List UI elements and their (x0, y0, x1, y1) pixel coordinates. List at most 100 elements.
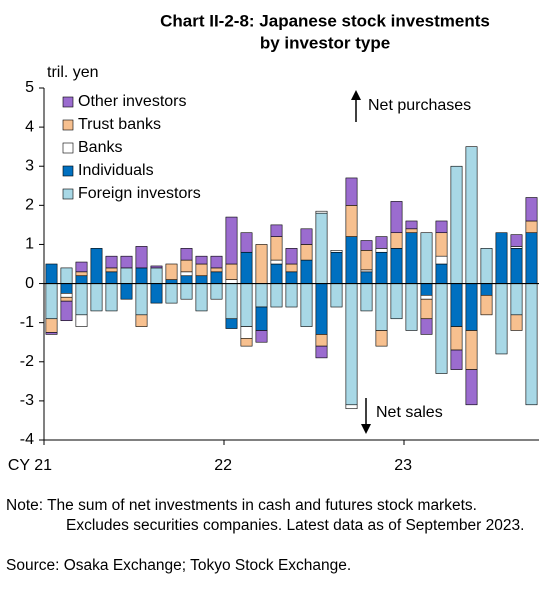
bar-segment (405, 283, 418, 331)
bar-segment (240, 251, 253, 284)
bar-segment (60, 267, 73, 284)
bar-segment (480, 283, 493, 296)
bar-segment (330, 251, 343, 284)
bar-segment (210, 267, 223, 273)
legend-swatch (62, 142, 74, 154)
bar-segment (390, 201, 403, 234)
bar-segment (360, 240, 373, 251)
bar-segment (120, 267, 133, 284)
bar-segment (105, 267, 118, 273)
bar-segment (270, 236, 283, 261)
legend-label: Trust banks (78, 116, 161, 133)
bar-segment (45, 332, 58, 335)
legend-swatch (62, 165, 74, 177)
bar-segment (45, 318, 58, 333)
y-tick-label: 2 (25, 197, 34, 214)
bar-segment (75, 283, 88, 316)
legend-label: Individuals (78, 162, 154, 179)
bar-segment (225, 283, 238, 320)
y-tick-label: 1 (25, 236, 34, 253)
bar-segment (465, 369, 478, 406)
bar-segment (525, 232, 538, 284)
bar-segment (300, 244, 313, 261)
bar-segment (120, 255, 133, 269)
bar-segment (435, 255, 448, 265)
y-tick-label: -3 (20, 392, 34, 409)
x-tick-label: 23 (394, 457, 412, 474)
bar-segment (150, 283, 163, 304)
bar-segment (240, 326, 253, 339)
bar-segment (225, 216, 238, 265)
bar-segment (75, 261, 88, 273)
bar-segment (255, 244, 268, 284)
bar-segment (285, 248, 298, 265)
bar-segment (495, 283, 508, 355)
bar-segment (210, 255, 223, 269)
bar-segment (525, 220, 538, 234)
bar-segment (135, 314, 148, 327)
bar-segment (225, 318, 238, 329)
bar-segment (90, 248, 103, 284)
bar-segment (255, 330, 268, 343)
bar-segment (315, 212, 328, 284)
bar-segment (300, 228, 313, 245)
y-axis-label: tril. yen (47, 64, 99, 81)
bar-segment (75, 271, 88, 277)
bar-segment (420, 232, 433, 284)
bar-segment (435, 232, 448, 257)
bar-segment (60, 283, 73, 294)
legend-label: Foreign investors (78, 185, 201, 202)
bar-segment (195, 283, 208, 312)
bar-segment (525, 283, 538, 406)
bar-segment (345, 236, 358, 284)
bar-segment (435, 283, 448, 374)
bar-segment (420, 283, 433, 296)
bar-segment (510, 248, 523, 284)
bar-segment (180, 259, 193, 273)
bar-segment (375, 283, 388, 331)
bar-segment (285, 271, 298, 284)
annotation: Net sales (376, 404, 443, 421)
y-tick-label: 4 (25, 118, 34, 135)
bar-segment (165, 263, 178, 280)
bar-segment (390, 283, 403, 320)
legend-label: Banks (78, 139, 122, 156)
bar-segment (180, 271, 193, 277)
legend-swatch (62, 119, 74, 131)
bar-segment (135, 283, 148, 316)
chart: Chart II-2-8: Japanese stock investments… (8, 11, 539, 474)
bar-segment (195, 263, 208, 277)
bar-segment (180, 275, 193, 284)
bar-segment (75, 314, 88, 327)
bar-segment (465, 283, 478, 331)
bar-segment (210, 283, 223, 300)
bar-segment (285, 263, 298, 273)
chart-title: by investor type (260, 33, 390, 52)
bar-segment (270, 263, 283, 284)
bar-segment (75, 275, 88, 284)
legend-label: Other investors (78, 93, 186, 110)
bar-segment (420, 318, 433, 335)
bar-segment (45, 283, 58, 320)
bar-segment (240, 232, 253, 253)
bar-segment (465, 330, 478, 370)
bar-segment (480, 294, 493, 316)
bar-segment (240, 338, 253, 347)
bar-segment (315, 210, 328, 214)
bar-segment (420, 294, 433, 300)
bar-segment (135, 267, 148, 284)
note: Note: The sum of net investments in cash… (6, 497, 525, 534)
bar-segment (390, 232, 403, 249)
bar-segment (225, 263, 238, 280)
bar-segment (360, 250, 373, 271)
bar-segment (45, 263, 58, 284)
bar-segment (315, 283, 328, 335)
bar-segment (300, 283, 313, 327)
bar-segment (375, 330, 388, 347)
bar-segment (510, 314, 523, 331)
bar-segment (105, 283, 118, 312)
bar-segment (450, 165, 463, 284)
y-tick-label: 5 (25, 79, 34, 96)
bar-segment (135, 246, 148, 269)
arrow-head (351, 90, 361, 100)
